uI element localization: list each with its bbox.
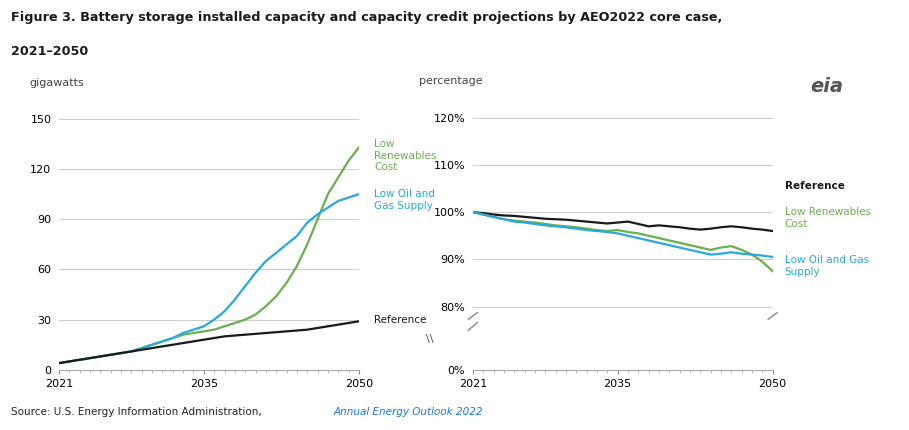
Text: Low Renewables
Cost: Low Renewables Cost [784,207,871,229]
Text: gigawatts: gigawatts [29,78,84,88]
Text: Annual Energy Outlook 2022: Annual Energy Outlook 2022 [334,407,483,417]
Text: Low Oil and Gas
Supply: Low Oil and Gas Supply [784,255,869,277]
Text: 2021–2050: 2021–2050 [11,45,88,58]
Text: Source: U.S. Energy Information Administration,: Source: U.S. Energy Information Administ… [11,407,265,417]
Text: Reference: Reference [784,181,844,191]
Text: Figure 3. Battery storage installed capacity and capacity credit projections by : Figure 3. Battery storage installed capa… [11,11,722,24]
Text: percentage: percentage [419,76,483,86]
Text: Reference: Reference [375,315,427,325]
Text: Low Oil and
Gas Supply: Low Oil and Gas Supply [375,189,435,211]
Text: eia: eia [811,77,844,96]
Text: \\: \\ [426,334,434,344]
Text: Low
Renewables
Cost: Low Renewables Cost [375,139,437,172]
